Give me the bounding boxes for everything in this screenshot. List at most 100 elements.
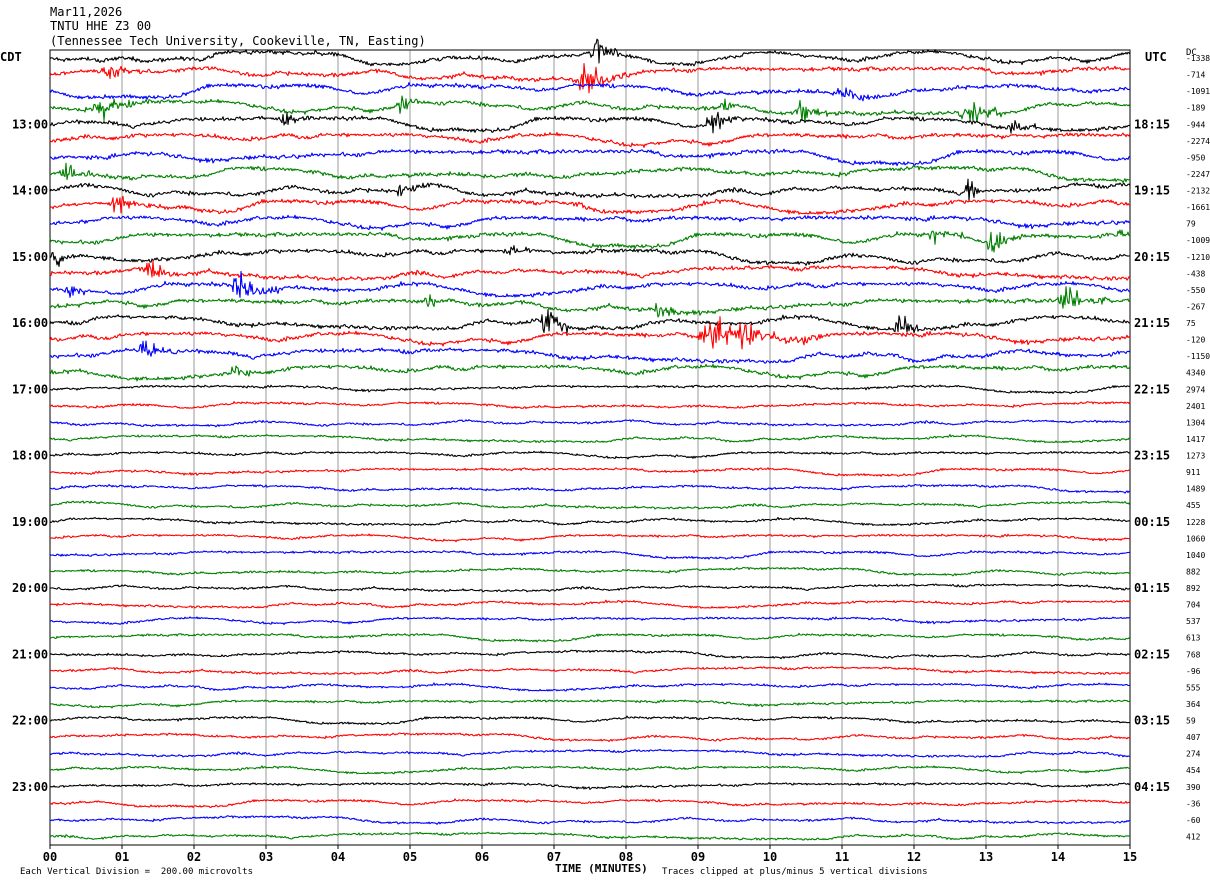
dc-offset-label: 274 bbox=[1186, 750, 1201, 759]
right-hour-label: 22:15 bbox=[1134, 382, 1170, 396]
dc-offset-label: -950 bbox=[1186, 153, 1205, 162]
dc-offset-label: 1060 bbox=[1186, 534, 1205, 543]
dc-offset-label: 2401 bbox=[1186, 402, 1205, 411]
dc-offset-label: -944 bbox=[1186, 120, 1205, 129]
left-hour-label: 22:00 bbox=[12, 714, 48, 728]
right-hour-label: 02:15 bbox=[1134, 647, 1170, 661]
trace-line bbox=[49, 229, 1131, 253]
dc-offset-label: 892 bbox=[1186, 584, 1201, 593]
trace-line bbox=[49, 178, 1131, 202]
chart-station: TNTU HHE Z3 00 bbox=[50, 19, 152, 33]
trace-line bbox=[49, 632, 1131, 643]
trace-line bbox=[49, 260, 1131, 282]
trace-line bbox=[49, 384, 1131, 395]
dc-offset-label: -96 bbox=[1186, 667, 1201, 676]
dc-offset-label: 390 bbox=[1186, 783, 1201, 792]
right-hour-label: 18:15 bbox=[1134, 117, 1170, 131]
trace-line bbox=[49, 316, 1131, 350]
left-hour-label: 14:00 bbox=[12, 184, 48, 198]
trace-line bbox=[50, 162, 1131, 184]
trace-line bbox=[49, 583, 1131, 593]
trace-line bbox=[49, 401, 1131, 410]
dc-offset-label: -550 bbox=[1186, 286, 1205, 295]
x-tick-label: 09 bbox=[691, 850, 705, 864]
dc-offset-label: 1417 bbox=[1186, 435, 1205, 444]
trace-line bbox=[50, 484, 1131, 494]
dc-offset-label: 1489 bbox=[1186, 485, 1205, 494]
right-hour-label: 23:15 bbox=[1134, 449, 1170, 463]
dc-offset-label: -189 bbox=[1186, 104, 1205, 113]
dc-offset-label: 911 bbox=[1186, 468, 1201, 477]
trace-line bbox=[49, 732, 1131, 743]
trace-line bbox=[50, 95, 1131, 124]
dc-offset-label: -60 bbox=[1186, 816, 1201, 825]
trace-line bbox=[50, 666, 1131, 676]
left-hour-label: 17:00 bbox=[12, 382, 48, 396]
left-hour-label: 15:00 bbox=[12, 250, 48, 264]
dc-offset-label: 1304 bbox=[1186, 418, 1205, 427]
trace-line bbox=[49, 434, 1131, 444]
x-tick-label: 14 bbox=[1051, 850, 1065, 864]
trace-line bbox=[49, 699, 1131, 709]
trace-line bbox=[49, 38, 1131, 67]
dc-offset-label: -438 bbox=[1186, 269, 1205, 278]
dc-offset-label: 454 bbox=[1186, 766, 1201, 775]
dc-offset-label: 75 bbox=[1186, 319, 1196, 328]
x-tick-label: 05 bbox=[403, 850, 417, 864]
left-hour-label: 18:00 bbox=[12, 449, 48, 463]
x-tick-label: 00 bbox=[43, 850, 57, 864]
right-hour-label: 04:15 bbox=[1134, 780, 1170, 794]
trace-line bbox=[49, 682, 1131, 692]
left-hour-label: 20:00 bbox=[12, 581, 48, 595]
x-tick-label: 02 bbox=[187, 850, 201, 864]
dc-offset-label: -1009 bbox=[1186, 236, 1210, 245]
trace-line bbox=[49, 131, 1131, 148]
x-tick-label: 03 bbox=[259, 850, 273, 864]
x-tick-label: 15 bbox=[1123, 850, 1137, 864]
dc-offset-label: 455 bbox=[1186, 501, 1201, 510]
trace-line bbox=[49, 599, 1131, 609]
trace-line bbox=[49, 798, 1131, 809]
left-hour-label: 19:00 bbox=[12, 515, 48, 529]
right-hour-label: 03:15 bbox=[1134, 714, 1170, 728]
trace-line bbox=[49, 616, 1131, 626]
x-tick-label: 04 bbox=[331, 850, 345, 864]
dc-offset-label: -1150 bbox=[1186, 352, 1210, 361]
x-tick-label: 12 bbox=[907, 850, 921, 864]
plot-frame bbox=[49, 49, 1131, 846]
x-tick-label: 08 bbox=[619, 850, 633, 864]
trace-line bbox=[49, 309, 1131, 334]
dc-offset-label: -1091 bbox=[1186, 87, 1210, 96]
trace-line bbox=[49, 748, 1131, 758]
trace-line bbox=[49, 111, 1131, 134]
trace-line bbox=[49, 214, 1131, 231]
trace-line bbox=[49, 245, 1131, 267]
right-hour-label: 21:15 bbox=[1134, 316, 1170, 330]
clip-note: Traces clipped at plus/minus 5 vertical … bbox=[662, 867, 928, 877]
x-tick-label: 10 bbox=[763, 850, 777, 864]
dc-offset-label: 4340 bbox=[1186, 369, 1205, 378]
x-tick-label: 11 bbox=[835, 850, 849, 864]
dc-column-label: DC bbox=[1186, 48, 1197, 58]
dc-offset-label: 555 bbox=[1186, 683, 1201, 692]
trace-line bbox=[49, 549, 1131, 560]
right-hour-label: 19:15 bbox=[1134, 184, 1170, 198]
dc-offset-label: 407 bbox=[1186, 733, 1201, 742]
dc-offset-label: 59 bbox=[1186, 717, 1196, 726]
trace-line bbox=[50, 815, 1130, 825]
right-hour-label: 20:15 bbox=[1134, 250, 1170, 264]
right-hour-label: 00:15 bbox=[1134, 515, 1170, 529]
trace-line bbox=[49, 500, 1131, 510]
trace-line bbox=[49, 516, 1131, 526]
dc-offset-label: 704 bbox=[1186, 601, 1201, 610]
left-hour-label: 13:00 bbox=[12, 117, 48, 131]
dc-offset-label: 537 bbox=[1186, 617, 1201, 626]
chart-location: (Tennessee Tech University, Cookeville, … bbox=[50, 34, 426, 48]
dc-offset-label: 1040 bbox=[1186, 551, 1205, 560]
dc-offset-label: 2974 bbox=[1186, 385, 1205, 394]
dc-offset-label: -2132 bbox=[1186, 187, 1210, 196]
trace-line bbox=[49, 419, 1131, 428]
dc-offset-label: -714 bbox=[1186, 71, 1205, 80]
dc-offset-label: -1338 bbox=[1186, 54, 1210, 63]
dc-offset-label: 613 bbox=[1186, 634, 1201, 643]
